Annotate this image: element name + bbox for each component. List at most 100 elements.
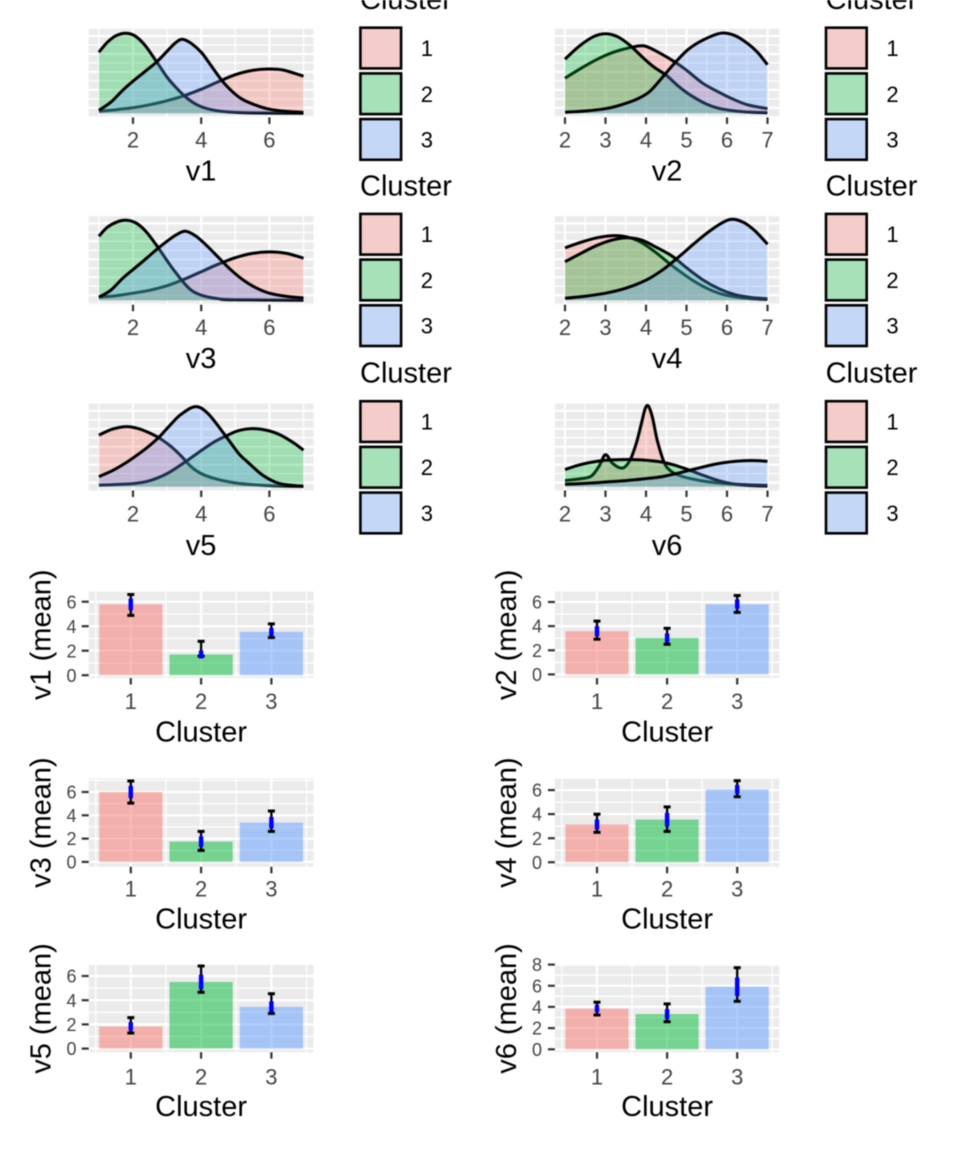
svg-text:1: 1 [421, 410, 433, 435]
svg-text:2: 2 [127, 315, 139, 340]
svg-text:7: 7 [761, 128, 773, 153]
svg-text:Cluster: Cluster [826, 0, 918, 16]
svg-text:0: 0 [532, 1040, 542, 1060]
svg-text:4: 4 [640, 128, 652, 153]
svg-text:6: 6 [66, 783, 76, 803]
svg-text:4: 4 [195, 128, 207, 153]
svg-text:Cluster: Cluster [621, 904, 713, 936]
svg-text:2: 2 [559, 315, 571, 340]
svg-text:2: 2 [127, 502, 139, 527]
svg-text:v2: v2 [652, 156, 683, 188]
svg-text:1: 1 [421, 36, 433, 61]
svg-text:2: 2 [886, 268, 898, 293]
svg-text:1: 1 [886, 222, 898, 247]
svg-text:1: 1 [591, 689, 603, 714]
svg-text:4: 4 [66, 991, 76, 1011]
svg-text:3: 3 [421, 128, 433, 153]
svg-text:3: 3 [265, 689, 277, 714]
svg-text:6: 6 [263, 128, 275, 153]
svg-text:1: 1 [125, 877, 137, 902]
svg-text:Cluster: Cluster [621, 1091, 713, 1123]
svg-text:2: 2 [195, 689, 207, 714]
svg-text:4: 4 [640, 315, 652, 340]
svg-text:1: 1 [886, 410, 898, 435]
svg-text:Cluster: Cluster [826, 170, 918, 202]
svg-text:3: 3 [886, 128, 898, 153]
svg-text:3: 3 [731, 689, 743, 714]
svg-text:2: 2 [661, 877, 673, 902]
svg-text:Cluster: Cluster [155, 904, 247, 936]
svg-text:1: 1 [125, 1065, 137, 1090]
svg-text:3: 3 [599, 502, 611, 527]
svg-text:0: 0 [532, 665, 542, 685]
svg-text:6: 6 [263, 502, 275, 527]
svg-text:Cluster: Cluster [621, 716, 713, 748]
svg-text:Cluster: Cluster [360, 0, 452, 16]
svg-text:2: 2 [195, 1065, 207, 1090]
svg-text:v3 (mean): v3 (mean) [25, 757, 57, 888]
svg-text:7: 7 [761, 502, 773, 527]
svg-text:Cluster: Cluster [360, 170, 452, 202]
svg-text:v3: v3 [186, 343, 217, 375]
svg-text:3: 3 [886, 314, 898, 339]
svg-text:v2 (mean): v2 (mean) [491, 570, 523, 701]
svg-text:4: 4 [640, 502, 652, 527]
svg-text:2: 2 [532, 1019, 542, 1039]
svg-text:0: 0 [532, 853, 542, 873]
svg-text:4: 4 [66, 806, 76, 826]
svg-text:7: 7 [761, 315, 773, 340]
svg-text:4: 4 [532, 617, 542, 637]
svg-text:6: 6 [532, 593, 542, 613]
svg-text:2: 2 [661, 1065, 673, 1090]
svg-text:0: 0 [66, 1039, 76, 1059]
svg-text:Cluster: Cluster [826, 358, 918, 390]
svg-text:1: 1 [886, 36, 898, 61]
svg-text:6: 6 [532, 976, 542, 996]
svg-text:4: 4 [195, 502, 207, 527]
svg-text:3: 3 [265, 1065, 277, 1090]
svg-text:6: 6 [721, 315, 733, 340]
svg-text:3: 3 [731, 1065, 743, 1090]
svg-text:2: 2 [559, 128, 571, 153]
svg-text:6: 6 [532, 781, 542, 801]
svg-text:2: 2 [421, 455, 433, 480]
svg-text:5: 5 [680, 502, 692, 527]
svg-text:2: 2 [421, 82, 433, 107]
svg-text:Cluster: Cluster [360, 358, 452, 390]
svg-text:v4: v4 [652, 343, 683, 375]
svg-text:v5 (mean): v5 (mean) [25, 943, 57, 1074]
svg-text:1: 1 [591, 1065, 603, 1090]
svg-text:2: 2 [66, 641, 76, 661]
svg-text:6: 6 [66, 592, 76, 612]
svg-text:2: 2 [66, 829, 76, 849]
svg-text:0: 0 [66, 666, 76, 686]
svg-text:3: 3 [599, 315, 611, 340]
svg-text:4: 4 [195, 315, 207, 340]
svg-text:5: 5 [680, 128, 692, 153]
svg-text:4: 4 [66, 617, 76, 637]
svg-text:6: 6 [66, 967, 76, 987]
svg-text:2: 2 [886, 82, 898, 107]
svg-text:Cluster: Cluster [155, 1091, 247, 1123]
svg-text:v6 (mean): v6 (mean) [491, 943, 523, 1074]
svg-text:6: 6 [263, 315, 275, 340]
svg-text:v1 (mean): v1 (mean) [25, 570, 57, 701]
svg-text:3: 3 [599, 128, 611, 153]
svg-text:3: 3 [421, 501, 433, 526]
svg-text:2: 2 [559, 502, 571, 527]
svg-text:5: 5 [680, 315, 692, 340]
svg-text:2: 2 [195, 877, 207, 902]
svg-text:3: 3 [886, 501, 898, 526]
svg-text:4: 4 [532, 998, 542, 1018]
svg-text:4: 4 [532, 805, 542, 825]
svg-text:6: 6 [721, 502, 733, 527]
svg-text:2: 2 [66, 1015, 76, 1035]
svg-text:3: 3 [265, 877, 277, 902]
svg-text:2: 2 [532, 829, 542, 849]
svg-text:2: 2 [886, 455, 898, 480]
svg-text:v1: v1 [186, 156, 217, 188]
svg-text:0: 0 [66, 853, 76, 873]
svg-text:1: 1 [591, 877, 603, 902]
svg-text:v6: v6 [652, 530, 683, 562]
svg-text:2: 2 [661, 689, 673, 714]
